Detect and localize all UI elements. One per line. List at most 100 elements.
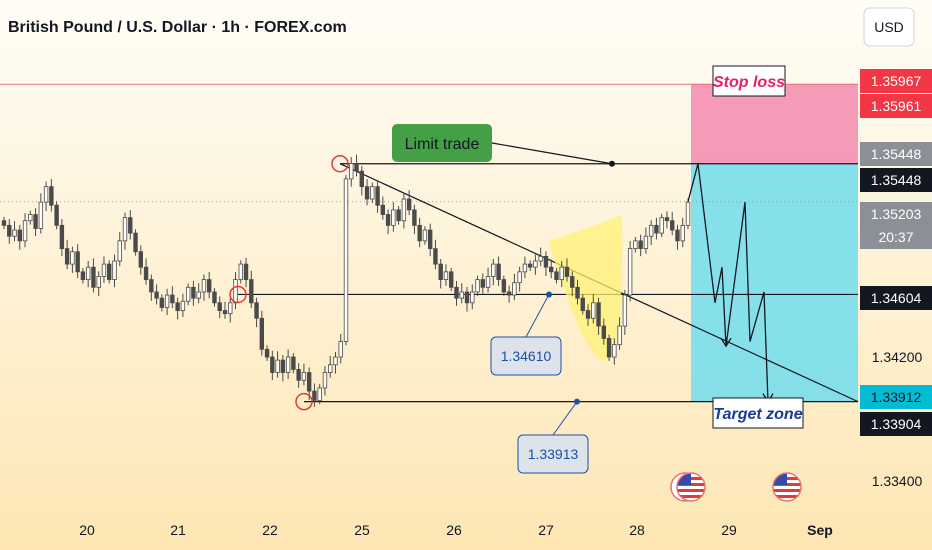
- limit-trade-label[interactable]: Limit trade: [392, 124, 492, 162]
- candle: [275, 351, 280, 378]
- candle: [185, 283, 191, 306]
- price-label-badge: 1.35961: [860, 94, 932, 118]
- candle: [380, 196, 386, 220]
- candle: [249, 270, 254, 308]
- candle: [38, 193, 44, 234]
- candle: [101, 256, 107, 283]
- x-tick-label: 25: [354, 522, 370, 538]
- currency-button[interactable]: USD: [863, 7, 915, 47]
- candle: [270, 350, 275, 381]
- price-callout-a-pointer: [525, 294, 550, 338]
- candle: [59, 219, 65, 257]
- candle: [170, 286, 175, 308]
- candle: [354, 154, 359, 177]
- candle: [206, 271, 212, 299]
- candle: [454, 280, 459, 306]
- candle: [517, 266, 522, 292]
- candle: [22, 213, 28, 248]
- pivot-circle: [229, 285, 247, 304]
- candle: [675, 224, 680, 250]
- stop-loss-zone: [691, 84, 858, 164]
- price-label-badge: 1.35448: [860, 142, 932, 166]
- price-callout-a[interactable]: 1.34610: [490, 336, 562, 376]
- candle: [133, 229, 138, 256]
- candle: [443, 264, 449, 286]
- price-label-badge: 20:37: [860, 225, 932, 249]
- candle: [259, 310, 265, 356]
- candlestick-series: [1, 154, 691, 407]
- candle: [601, 318, 607, 345]
- x-tick-label: 29: [721, 522, 737, 538]
- candle: [70, 246, 75, 273]
- candle: [685, 198, 691, 230]
- candle: [201, 274, 207, 301]
- x-tick-label: 28: [629, 522, 645, 538]
- candle: [506, 285, 512, 303]
- candle: [617, 317, 622, 350]
- candle: [501, 275, 507, 296]
- limit-trade-text: Limit trade: [405, 136, 480, 153]
- x-tick-label: 27: [538, 522, 554, 538]
- candle: [149, 274, 154, 301]
- candle: [612, 338, 617, 365]
- candle: [659, 213, 664, 237]
- candle: [543, 251, 549, 277]
- candle: [606, 334, 612, 361]
- candle: [75, 244, 80, 279]
- price-label-badge: 1.33904: [860, 412, 932, 436]
- candle: [406, 190, 412, 215]
- candle: [533, 254, 538, 275]
- price-callout-b[interactable]: 1.33913: [517, 434, 589, 474]
- x-tick-label: Sep: [807, 522, 833, 538]
- candle: [91, 258, 96, 293]
- candle: [396, 206, 401, 225]
- us-flag-event-single[interactable]: [772, 472, 802, 502]
- candle: [107, 260, 112, 284]
- x-tick-label: 20: [79, 522, 95, 538]
- candle: [7, 219, 12, 244]
- price-label-text: 1.33912: [871, 389, 922, 405]
- target-zone-label[interactable]: Target zone: [712, 397, 804, 429]
- candle: [49, 179, 54, 212]
- candle: [301, 363, 307, 386]
- candle: [349, 157, 354, 187]
- price-label-text: 1.34604: [871, 290, 922, 306]
- candle: [470, 284, 475, 310]
- candle: [80, 267, 86, 284]
- candle: [43, 181, 49, 211]
- candle: [622, 289, 628, 335]
- candle: [96, 271, 101, 297]
- candle: [322, 366, 328, 396]
- candle: [328, 355, 333, 378]
- candle: [196, 283, 201, 304]
- candle: [159, 294, 165, 312]
- candle: [527, 260, 533, 272]
- us-flag-event-pair[interactable]: [670, 472, 706, 502]
- candle: [570, 271, 575, 297]
- candle: [627, 241, 633, 302]
- candle: [496, 256, 501, 286]
- candle: [12, 221, 17, 242]
- stop-loss-label[interactable]: Stop loss: [712, 65, 786, 97]
- candle: [364, 179, 370, 206]
- candle: [464, 286, 470, 312]
- candle: [438, 258, 443, 289]
- candle: [475, 275, 480, 296]
- candle: [28, 210, 33, 225]
- candle: [370, 182, 375, 203]
- candle: [359, 166, 364, 196]
- price-label-badge: 1.34604: [860, 286, 932, 310]
- candle: [549, 259, 554, 279]
- candle: [491, 258, 496, 286]
- candle: [228, 297, 233, 323]
- candle: [122, 212, 128, 250]
- candle: [128, 210, 133, 240]
- pivot-markers: [229, 154, 349, 411]
- pivot-circle: [331, 154, 349, 173]
- arrowhead: [720, 337, 732, 348]
- price-callout-a-text: 1.34610: [501, 348, 552, 364]
- pivot-circle: [295, 392, 313, 411]
- candle: [459, 283, 464, 304]
- candle: [559, 260, 564, 288]
